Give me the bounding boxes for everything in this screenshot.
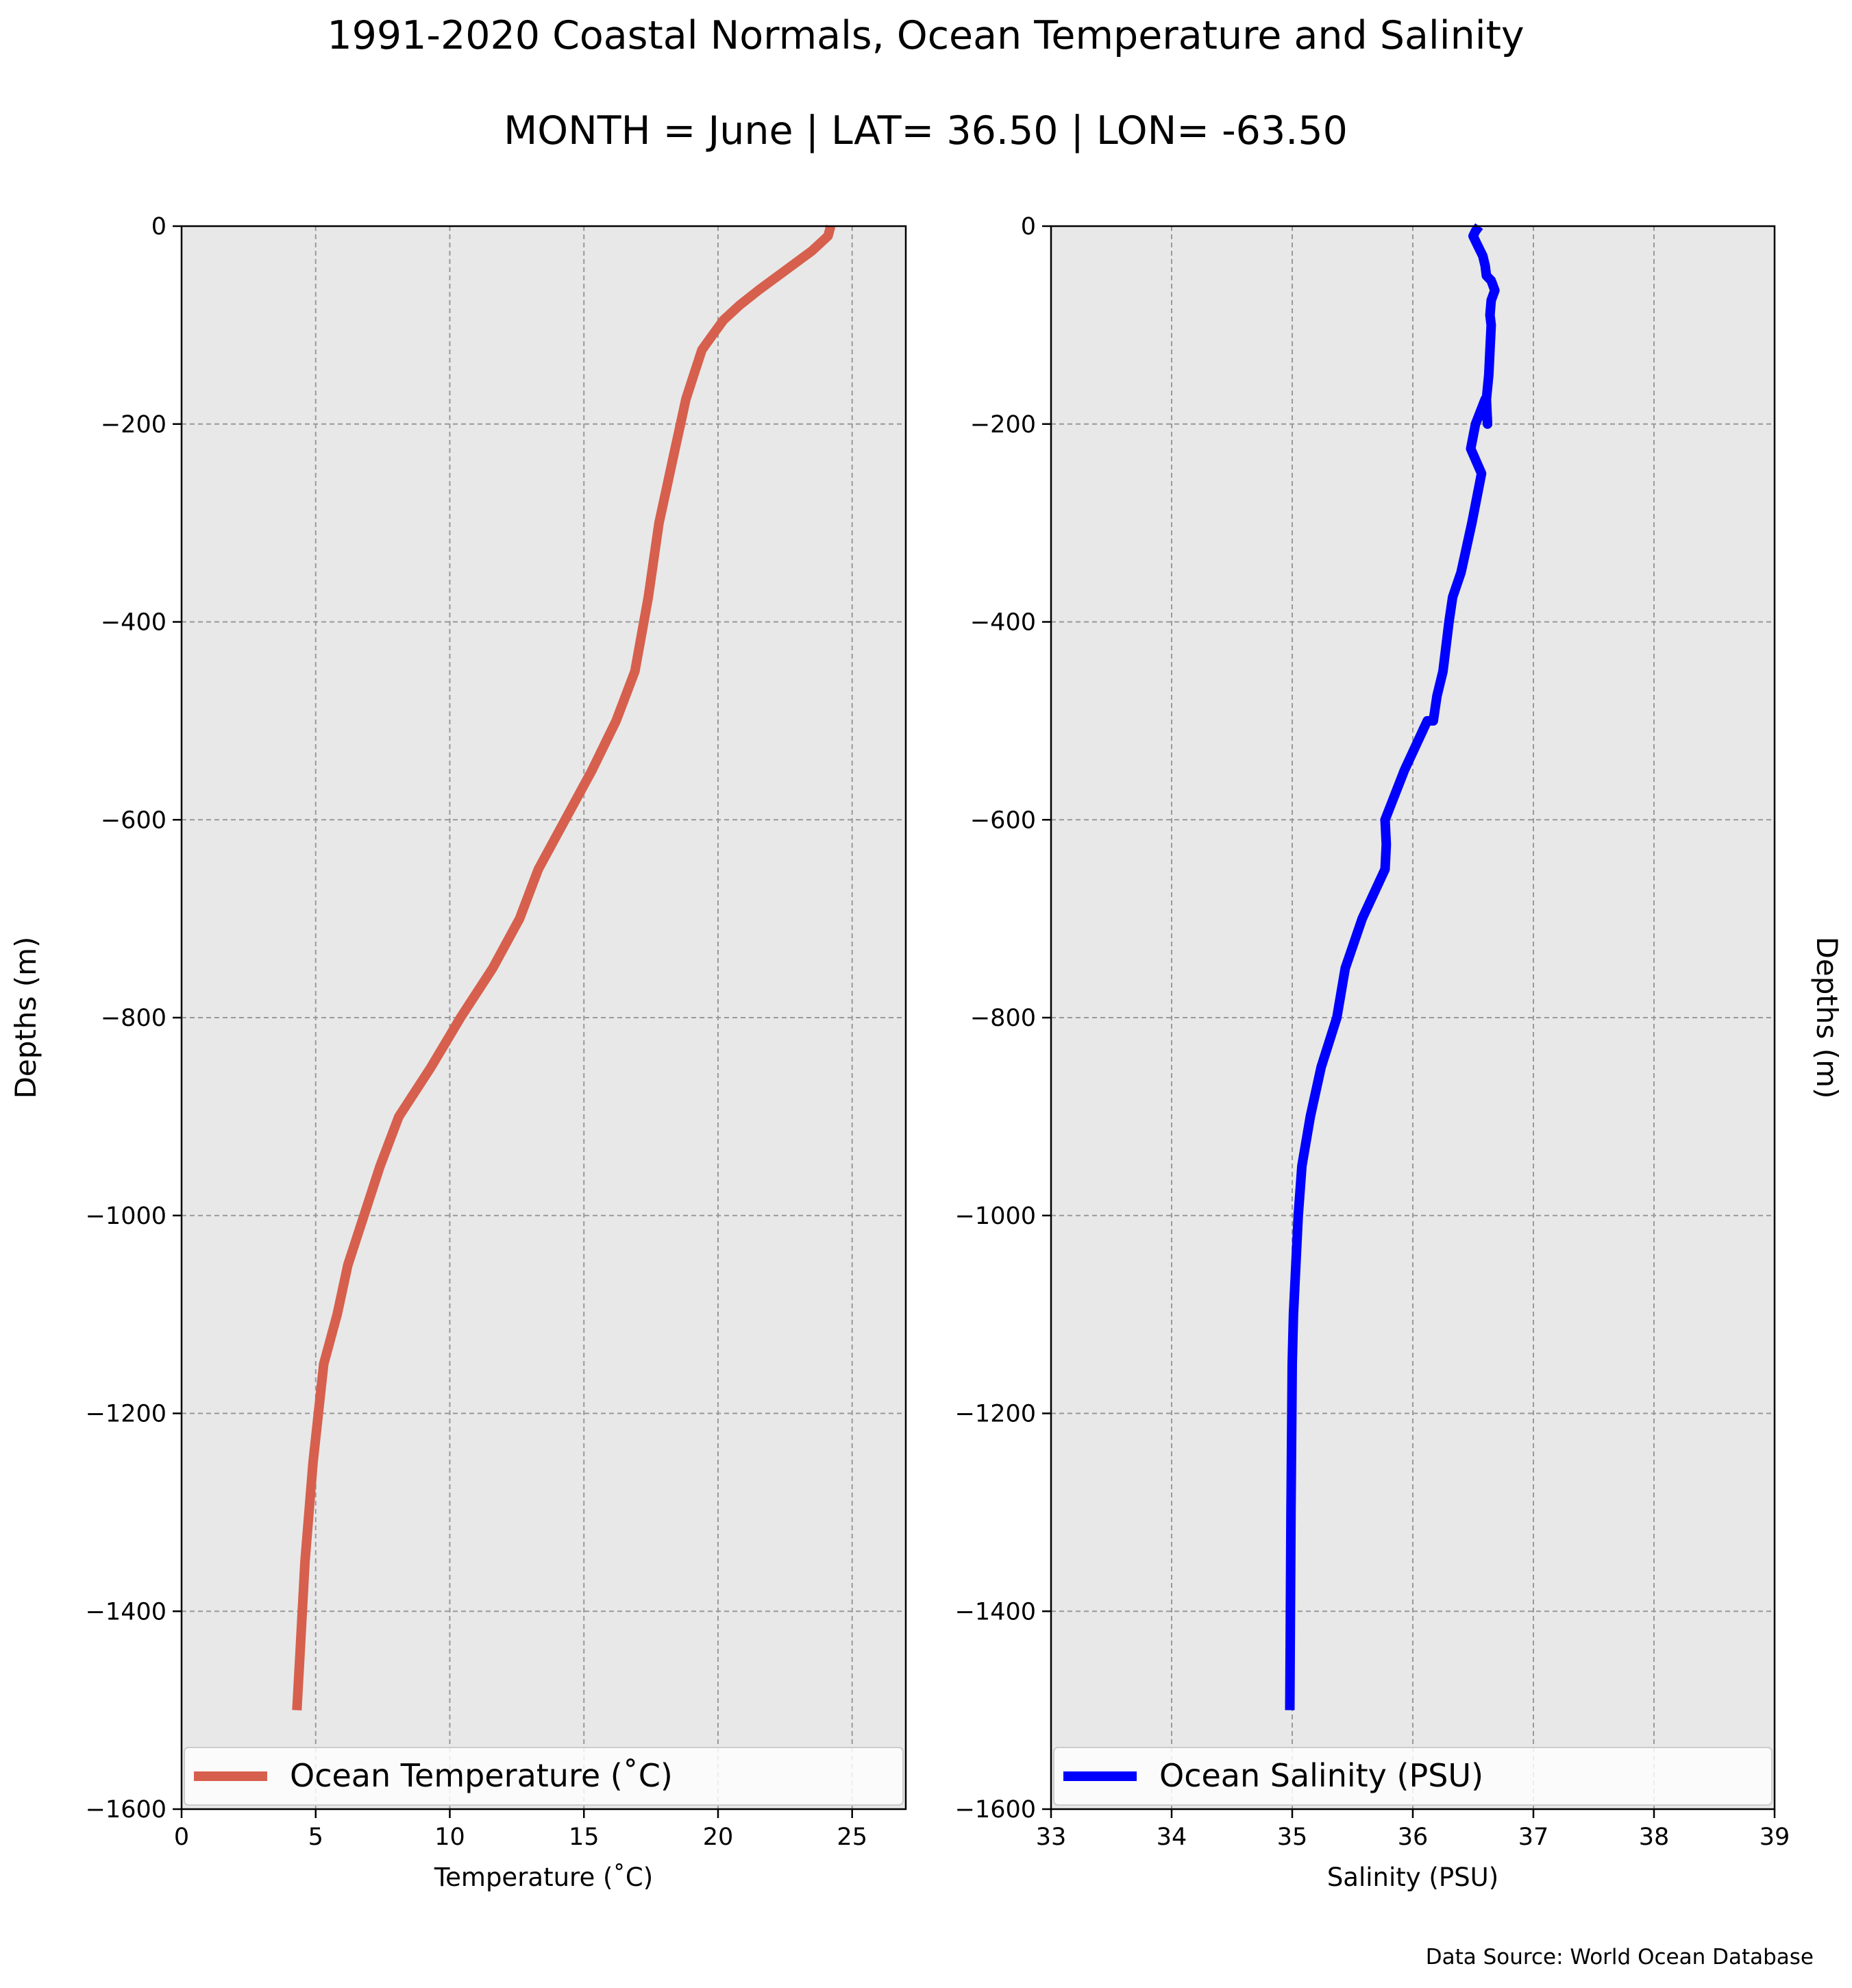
temperature-x-tick-label: 15: [569, 1824, 600, 1851]
temperature-y-tick-label: −200: [101, 411, 166, 439]
salinity-y-axis-label: Depths (m): [1810, 937, 1844, 1099]
temperature-y-tick-label: −800: [101, 1005, 166, 1032]
salinity-y-tick-label: −1000: [955, 1203, 1036, 1230]
temperature-y-tick-label: −1000: [86, 1203, 166, 1230]
salinity-y-tick-label: −200: [970, 411, 1036, 439]
salinity-x-tick-label: 38: [1639, 1824, 1670, 1851]
temperature-x-tick-label: 10: [434, 1824, 465, 1851]
temperature-y-axis-label: Depths (m): [9, 937, 42, 1099]
chart-title: 1991-2020 Coastal Normals, Ocean Tempera…: [327, 13, 1524, 58]
salinity-legend: Ocean Salinity (PSU): [1053, 1747, 1773, 1806]
temperature-legend: Ocean Temperature (˚C): [184, 1747, 904, 1806]
salinity-x-tick-label: 33: [1036, 1824, 1067, 1851]
salinity-x-tick-label: 39: [1760, 1824, 1790, 1851]
temperature-y-tick-label: −400: [101, 609, 166, 637]
salinity-y-tick-label: 0: [1021, 213, 1036, 241]
salinity-series-line: [1285, 223, 1500, 1710]
temperature-panel: 0 5 10 15 20 25 0 −200 −400 −600 −800 −1000 −1200 −14…: [9, 213, 907, 1892]
salinity-y-tick-label: −1600: [955, 1796, 1036, 1824]
data-source: Data Source: World Ocean Database: [1426, 1945, 1814, 1969]
chart-subtitle: MONTH = June | LAT= 36.50 | LON= -63.50: [504, 108, 1348, 154]
salinity-y-tick-label: −800: [970, 1005, 1036, 1032]
salinity-x-tick-label: 36: [1398, 1824, 1429, 1851]
temperature-legend-label: Ocean Temperature (˚C): [290, 1757, 673, 1794]
temperature-y-tick-label: −600: [101, 807, 166, 834]
temperature-series-line: [292, 225, 836, 1710]
temperature-y-tick-label: 0: [151, 213, 166, 241]
salinity-panel: 33 34 35 36 37 38 39 0 −200 −400 −600 −800 −1000 −120…: [955, 213, 1844, 1892]
temperature-x-tick-label: 0: [174, 1824, 189, 1851]
temperature-x-axis-label: Temperature (˚C): [434, 1863, 653, 1892]
temperature-y-tick-label: −1200: [86, 1401, 166, 1428]
temperature-legend-box: [184, 1747, 904, 1806]
salinity-x-tick-label: 34: [1157, 1824, 1187, 1851]
temperature-y-tick-label: −1400: [86, 1598, 166, 1625]
salinity-y-tick-label: −400: [970, 609, 1036, 637]
temperature-y-tick-label: −1600: [86, 1796, 166, 1824]
salinity-y-tick-label: −1400: [955, 1598, 1036, 1625]
temperature-x-tick-label: 25: [837, 1824, 867, 1851]
salinity-legend-label: Ocean Salinity (PSU): [1159, 1757, 1483, 1794]
salinity-x-tick-label: 35: [1277, 1824, 1308, 1851]
salinity-y-tick-label: −600: [970, 807, 1036, 834]
temperature-x-tick-label: 5: [308, 1824, 323, 1851]
salinity-x-axis-label: Salinity (PSU): [1327, 1863, 1498, 1892]
salinity-legend-box: [1053, 1747, 1773, 1806]
salinity-y-tick-label: −1200: [955, 1401, 1036, 1428]
temperature-x-tick-label: 20: [703, 1824, 734, 1851]
salinity-x-tick-label: 37: [1518, 1824, 1549, 1851]
